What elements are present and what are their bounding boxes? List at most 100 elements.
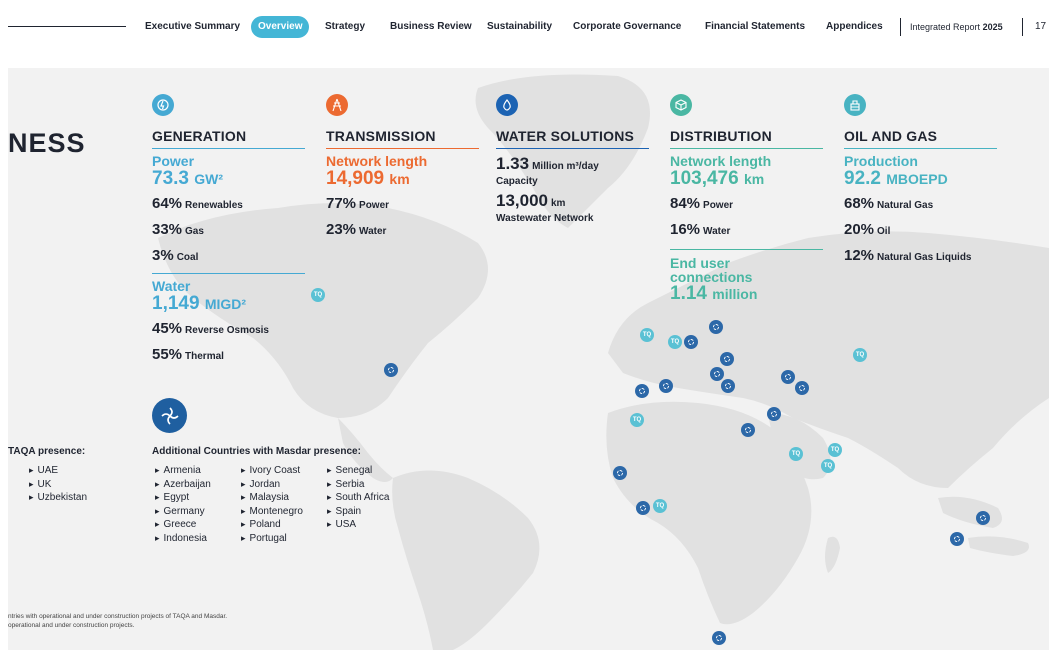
- masdar-country-list-1: Armenia Azerbaijan Egypt Germany Greece …: [155, 464, 211, 545]
- list-item: Armenia: [155, 464, 211, 478]
- production-value: 92.2 MBOEPD: [844, 168, 948, 189]
- list-item: Malaysia: [241, 491, 303, 505]
- masdar-marker[interactable]: [709, 320, 723, 334]
- power-gas-icon: [152, 94, 174, 116]
- world-map: [158, 74, 1049, 650]
- masdar-logo-icon: [152, 398, 187, 433]
- list-item: Spain: [327, 505, 389, 519]
- connections-label: End user connections: [670, 255, 753, 285]
- masdar-marker[interactable]: [950, 532, 964, 546]
- power-label: Power: [152, 153, 195, 169]
- water-share-reverse-osmosis: 45% Reverse Osmosis: [152, 320, 269, 337]
- capacity-label: Capacity: [496, 176, 538, 187]
- masdar-marker[interactable]: [613, 466, 627, 480]
- transmission-tower-icon: [326, 94, 348, 116]
- nav-divider-line: [8, 26, 126, 27]
- taqa-marker[interactable]: TQ: [640, 328, 654, 342]
- oil-gas-share-ngl: 12% Natural Gas Liquids: [844, 247, 972, 264]
- list-item: Serbia: [327, 478, 389, 492]
- power-share-renewables: 64% Renewables: [152, 195, 243, 212]
- distribution-column: DISTRIBUTION Network length 103,476 km 8…: [670, 94, 823, 304]
- water-share-thermal: 55% Thermal: [152, 346, 224, 363]
- list-item: Indonesia: [155, 532, 211, 546]
- nav-item-business-review[interactable]: Business Review: [390, 21, 472, 32]
- nav-item-strategy[interactable]: Strategy: [325, 21, 366, 32]
- masdar-marker[interactable]: [767, 407, 781, 421]
- water-drop-icon: [496, 94, 518, 116]
- list-item: Ivory Coast: [241, 464, 303, 478]
- page-number: 17: [1035, 21, 1047, 32]
- transmission-label: Network length: [326, 153, 428, 169]
- infographic-panel: NESS GENERATION Power 73.3 GW² 64% Renewa…: [8, 68, 1049, 650]
- list-item: UK: [29, 478, 87, 492]
- list-item: South Africa: [327, 491, 390, 505]
- masdar-country-list-3: Senegal Serbia South Africa Spain USA: [327, 464, 390, 532]
- masdar-marker[interactable]: [795, 381, 809, 395]
- transmission-title: TRANSMISSION: [326, 128, 436, 144]
- taqa-marker[interactable]: TQ: [828, 443, 842, 457]
- taqa-presence-title: TAQA presence:: [8, 446, 86, 457]
- connections-value: 1.14 million: [670, 283, 758, 304]
- taqa-country-list: UAE UK Uzbekistan: [29, 464, 87, 505]
- power-value: 73.3 GW²: [152, 168, 224, 189]
- transmission-value: 14,909 km: [326, 168, 410, 189]
- list-item: Uzbekistan: [29, 491, 87, 505]
- list-item: UAE: [29, 464, 87, 478]
- nav-item-overview[interactable]: Overview: [251, 16, 310, 38]
- masdar-marker[interactable]: [384, 363, 398, 377]
- masdar-marker[interactable]: [636, 501, 650, 515]
- nav-separator: [900, 18, 901, 36]
- masdar-marker[interactable]: [721, 379, 735, 393]
- taqa-marker[interactable]: TQ: [853, 348, 867, 362]
- masdar-marker[interactable]: [712, 631, 726, 645]
- power-share-coal: 3% Coal: [152, 247, 199, 264]
- connections-rule: [670, 249, 823, 250]
- masdar-marker[interactable]: [684, 335, 698, 349]
- distribution-share-water: 16% Water: [670, 221, 731, 238]
- wastewater-value: 13,000 km: [496, 191, 566, 210]
- taqa-marker[interactable]: TQ: [630, 413, 644, 427]
- water-rule: [152, 273, 305, 274]
- nav-item-financial-statements[interactable]: Financial Statements: [705, 21, 806, 32]
- masdar-marker[interactable]: [710, 367, 724, 381]
- masdar-marker[interactable]: [720, 352, 734, 366]
- list-item: Portugal: [241, 532, 303, 546]
- footnote-line-1: ntries with operational and under constr…: [8, 613, 228, 620]
- generation-rule: [152, 148, 305, 149]
- oil-gas-title: OIL AND GAS: [844, 128, 938, 144]
- taqa-marker[interactable]: TQ: [789, 447, 803, 461]
- nav-item-corporate-governance[interactable]: Corporate Governance: [573, 21, 682, 32]
- water-solutions-column: WATER SOLUTIONS 1.33 Million m³/day Capac…: [496, 94, 649, 224]
- list-item: USA: [327, 518, 389, 532]
- taqa-marker[interactable]: TQ: [653, 499, 667, 513]
- masdar-marker[interactable]: [976, 511, 990, 525]
- masdar-marker[interactable]: [659, 379, 673, 393]
- masdar-marker[interactable]: [741, 423, 755, 437]
- list-item: Senegal: [327, 464, 389, 478]
- list-item: Montenegro: [241, 505, 303, 519]
- nav-item-appendices[interactable]: Appendices: [826, 21, 883, 32]
- generation-title: GENERATION: [152, 128, 247, 144]
- nav-item-sustainability[interactable]: Sustainability: [487, 21, 553, 32]
- masdar-marker[interactable]: [635, 384, 649, 398]
- wastewater-label: Wastewater Network: [496, 213, 594, 224]
- transmission-column: TRANSMISSION Network length 14,909 km 77…: [326, 94, 479, 241]
- masdar-presence-title: Additional Countries with Masdar presenc…: [152, 446, 361, 457]
- list-item: Germany: [155, 505, 211, 519]
- taqa-marker[interactable]: TQ: [311, 288, 325, 302]
- water-solutions-title: WATER SOLUTIONS: [496, 128, 635, 144]
- taqa-marker[interactable]: TQ: [668, 335, 682, 349]
- distribution-label: Network length: [670, 153, 772, 169]
- distribution-title: DISTRIBUTION: [670, 128, 772, 144]
- capacity-value: 1.33 Million m³/day: [496, 154, 599, 173]
- taqa-marker[interactable]: TQ: [821, 459, 835, 473]
- report-title: Integrated Report 2025: [910, 22, 1003, 32]
- list-item: Poland: [241, 518, 303, 532]
- transmission-share-water: 23% Water: [326, 221, 387, 238]
- masdar-country-list-2: Ivory Coast Jordan Malaysia Montenegro P…: [241, 464, 303, 545]
- masdar-marker[interactable]: [781, 370, 795, 384]
- footnote-line-2: operational and under construction proje…: [8, 622, 135, 629]
- nav-item-executive-summary[interactable]: Executive Summary: [145, 21, 241, 32]
- nav-separator: [1022, 18, 1023, 36]
- oil-gas-share-oil: 20% Oil: [844, 221, 891, 238]
